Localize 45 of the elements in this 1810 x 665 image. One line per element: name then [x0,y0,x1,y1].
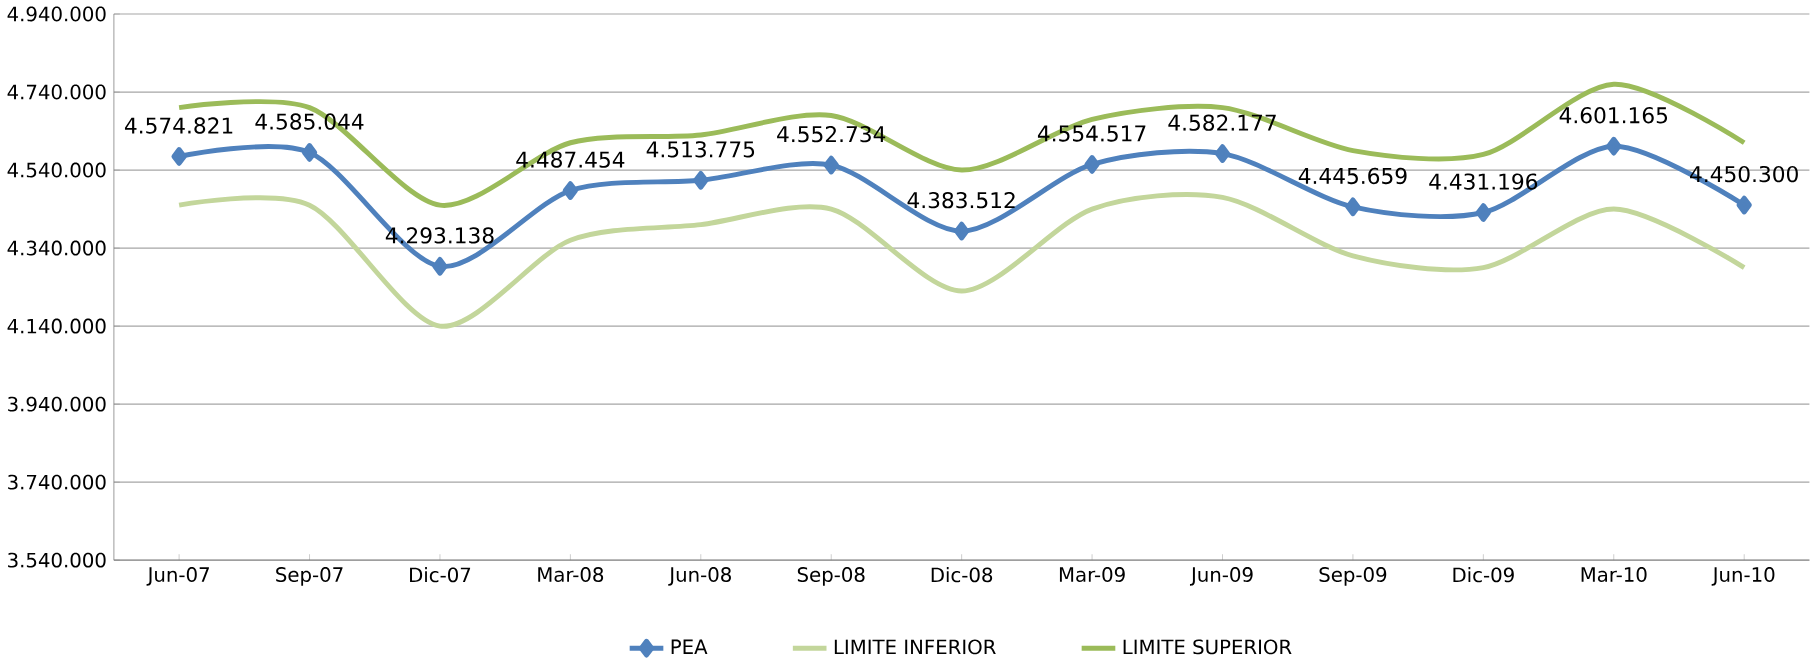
x-tick-label: Jun-10 [1711,567,1775,586]
x-tick-label: Mar-09 [1059,567,1125,583]
x-tick-label: Sep-09 [1319,567,1387,586]
y-tick-label: 4.340.000 [7,240,106,256]
x-tick-label: Jun-09 [1189,567,1253,586]
point [562,181,579,200]
data-label: 4.513.775 [646,141,755,158]
point [1606,136,1622,156]
data-label: 4.450.300 [1690,165,1798,183]
x-tick-label: Dic-08 [931,567,993,583]
data-label: 4.445.659 [1298,167,1407,185]
point [954,221,970,241]
y-tick-label: 3.740.000 [8,474,106,490]
legend-label: LIMITE SUPERIOR [1123,639,1292,655]
x-tick-label: Dic-09 [1453,567,1514,583]
x-tick-label: Jun-07 [146,567,209,586]
legend-label: LIMITE INFERIOR [834,639,996,655]
data-label: 4.383.512 [907,192,1015,209]
data-label: 4.582.177 [1168,114,1276,131]
x-tick-label: Mar-10 [1581,567,1647,583]
point [171,147,187,166]
y-tick-label: 4.540.000 [7,162,106,178]
x-tick-label: Mar-08 [538,567,604,583]
point [1214,144,1231,164]
data-label: 4.574.821 [124,117,233,134]
x-tick-label: Dic-07 [410,567,471,583]
y-tick-label: 3.540.000 [8,552,106,568]
point [1084,155,1100,174]
y-tick-label: 4.940.000 [7,6,106,22]
y-tick-label: 4.740.000 [7,84,106,100]
point [432,257,448,276]
point [823,155,839,175]
x-tick-label: Sep-08 [797,567,865,586]
legend-label: PEA [671,639,708,654]
x-tick-label: Sep-07 [276,567,343,586]
point [693,170,709,190]
x-tick-label: Jun-08 [668,567,731,586]
y-tick-label: 3.940.000 [8,396,106,412]
point [1475,203,1491,222]
data-label: 4.601.165 [1559,107,1668,124]
y-tick-label: 4.140.000 [7,318,106,334]
data-label: 4.431.196 [1429,173,1538,190]
point [301,143,318,162]
point [1736,195,1752,215]
point [1345,197,1361,217]
